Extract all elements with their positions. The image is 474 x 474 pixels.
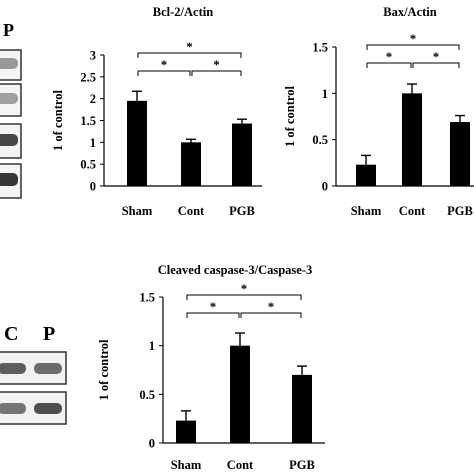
significance-marker: * (210, 299, 217, 314)
y-tick-label: 0 (149, 437, 155, 451)
significance-bracket (366, 62, 412, 68)
blot-panel-top: P (0, 20, 22, 199)
bar (176, 420, 196, 443)
significance-bracket (366, 44, 460, 50)
blot-strip (0, 49, 22, 81)
y-tick-label: 0.5 (312, 133, 328, 147)
significance-marker: * (410, 31, 417, 46)
significance-bracket (137, 52, 242, 58)
blot-lane-label: P (43, 323, 55, 345)
significance-bracket (186, 294, 302, 300)
significance-marker: * (186, 39, 193, 54)
y-tick-label: 1 (322, 87, 328, 101)
y-tick-label: 0 (90, 180, 96, 194)
chart-bax-actin: Bax/Actin 1 of control 0 0.5 1 1.5 Sham Cont PGB… (283, 5, 474, 218)
bar (127, 100, 147, 186)
chart-cleaved-caspase3: Cleaved caspase-3/Caspase-3 1 of control 0… (97, 263, 325, 472)
category-label: Cont (227, 458, 254, 472)
significance-bracket (191, 70, 242, 76)
blot-strip (0, 163, 22, 199)
y-tick-label: 1.5 (139, 291, 155, 305)
significance-bracket (186, 312, 240, 318)
y-tick-label: 2.5 (80, 70, 96, 84)
significance-bracket (240, 312, 302, 318)
significance-marker: * (433, 49, 440, 64)
significance-bracket (137, 70, 191, 76)
y-tick-label: 2 (90, 92, 96, 106)
blot-strip (0, 391, 67, 425)
significance-bracket (412, 62, 460, 68)
y-tick-label: 1 (90, 136, 96, 150)
bar (181, 142, 201, 186)
y-tick-label: 3 (90, 49, 96, 63)
y-axis-label: 1 of control (51, 90, 65, 151)
chart-title: Bcl-2/Actin (153, 5, 213, 19)
significance-marker: * (268, 299, 275, 314)
significance-marker: * (241, 281, 248, 296)
significance-marker: * (386, 49, 393, 64)
y-tick-label: 1.5 (312, 41, 328, 55)
category-label: Cont (178, 204, 205, 218)
y-tick-label: 0.5 (80, 158, 96, 172)
bar (356, 164, 376, 186)
y-tick-label: 0 (322, 180, 328, 194)
bar (450, 122, 470, 186)
y-axis-label: 1 of control (97, 339, 111, 400)
category-label: Sham (171, 458, 202, 472)
blot-panel-bottom: C P (0, 323, 67, 425)
significance-marker: * (213, 57, 220, 72)
bar (232, 123, 252, 186)
category-label: PGB (447, 204, 473, 218)
y-axis-label: 1 of control (283, 86, 297, 147)
blot-strip (0, 123, 22, 159)
chart-title: Bax/Actin (383, 5, 437, 19)
chart-bcl2-actin: Bcl-2/Actin 1 of control 0 0.5 1 1.5 2 2.5 3 Sham… (51, 5, 262, 218)
blot-strip (0, 351, 67, 385)
category-label: PGB (229, 204, 255, 218)
category-label: Sham (122, 204, 153, 218)
y-tick-label: 1 (149, 339, 155, 353)
y-tick-label: 0.5 (139, 388, 155, 402)
chart-title: Cleaved caspase-3/Caspase-3 (158, 263, 313, 277)
blot-lane-label: C (4, 323, 18, 345)
significance-marker: * (161, 57, 168, 72)
blot-strip (0, 83, 22, 117)
bar (230, 345, 250, 443)
y-tick-label: 1.5 (80, 114, 96, 128)
blot-lane-label: P (3, 20, 14, 40)
category-label: Sham (351, 204, 382, 218)
bar (402, 93, 422, 186)
category-label: PGB (289, 458, 315, 472)
category-label: Cont (399, 204, 426, 218)
bar (292, 374, 312, 443)
